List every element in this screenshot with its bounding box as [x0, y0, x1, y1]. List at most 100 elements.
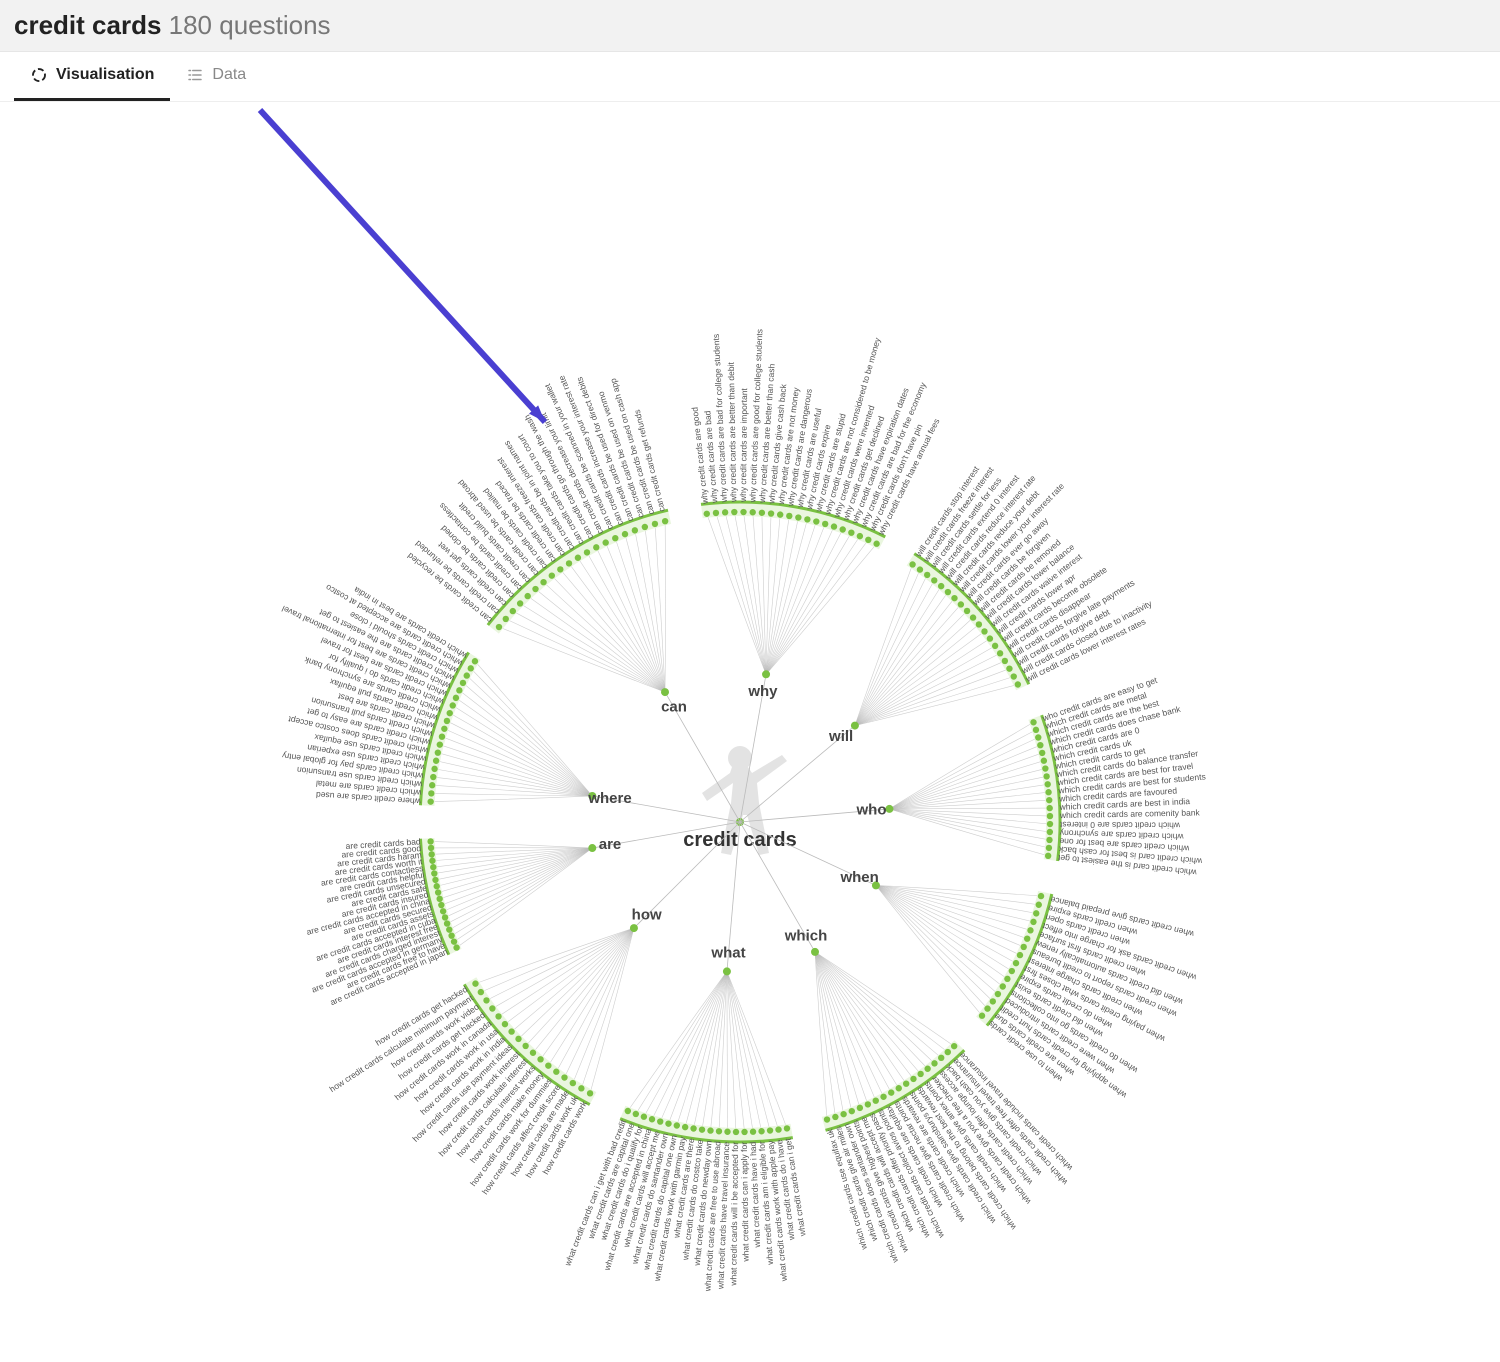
- leaf-node: [478, 989, 484, 995]
- leaf-node: [1042, 765, 1048, 771]
- leaf-node: [699, 1126, 705, 1132]
- leaf-node: [713, 510, 719, 516]
- leaf-node: [430, 864, 436, 870]
- edge: [581, 928, 634, 1088]
- cat-label-can: can: [661, 699, 687, 716]
- edge: [645, 527, 665, 692]
- edge: [725, 512, 766, 674]
- labels-how: how credit cards workhow credit cards wo…: [328, 984, 590, 1197]
- leaf-node: [1045, 853, 1051, 859]
- edge: [889, 809, 1049, 840]
- cat-node-who: [885, 805, 893, 813]
- edge: [438, 753, 592, 796]
- labels-what: what credit cards can i getwhat credit c…: [562, 1118, 808, 1293]
- cat-node-how: [630, 924, 638, 932]
- leaf-node: [775, 1126, 781, 1132]
- leaf-node: [429, 782, 435, 788]
- edge: [520, 603, 665, 692]
- edge: [766, 524, 825, 674]
- leaf-node: [740, 509, 746, 515]
- tab-visualisation[interactable]: Visualisation: [14, 52, 170, 101]
- leaf-node: [964, 608, 970, 614]
- leaf-node: [987, 635, 993, 641]
- leaf-node: [439, 733, 445, 739]
- cat-label-what: what: [710, 944, 745, 961]
- leaf-node: [489, 1005, 495, 1011]
- leaf-node: [495, 1013, 501, 1019]
- leaf-node: [981, 628, 987, 634]
- labels-will: will credit cards stop interestwill cred…: [913, 464, 1154, 685]
- edge: [766, 514, 771, 675]
- edge: [463, 683, 592, 796]
- edge: [889, 737, 1038, 808]
- header-bar: credit cards 180 questions: [0, 0, 1500, 52]
- edge: [889, 809, 1049, 832]
- edge: [815, 952, 921, 1074]
- leaf-node: [515, 1036, 521, 1042]
- edge: [889, 769, 1045, 809]
- edge: [437, 848, 593, 886]
- edge: [815, 952, 935, 1063]
- leaf-node: [430, 774, 436, 780]
- labels-who: who credit cards are easy to getwhich cr…: [1040, 675, 1206, 878]
- edge: [432, 848, 592, 861]
- edge: [440, 745, 592, 796]
- leaf-node: [432, 877, 438, 883]
- leaf-node: [517, 600, 523, 606]
- edge: [815, 952, 844, 1114]
- edge: [668, 971, 726, 1123]
- edge: [707, 514, 766, 674]
- leaf-node: [1041, 758, 1047, 764]
- leaf-node: [557, 566, 563, 572]
- leaf-node: [924, 1066, 930, 1072]
- leaf-node: [553, 1069, 559, 1075]
- edge: [457, 848, 593, 948]
- leaf-node: [832, 1114, 838, 1120]
- leaf-node: [1046, 845, 1052, 851]
- edge: [655, 524, 665, 692]
- cat-node-can: [661, 688, 669, 696]
- leaf-node: [824, 1116, 830, 1122]
- leaf-node: [1013, 960, 1019, 966]
- leaf-node: [570, 1080, 576, 1086]
- edges-are: [431, 841, 593, 947]
- leaf-node: [508, 1028, 514, 1034]
- leaf-node: [622, 531, 628, 537]
- leaf-node: [1036, 902, 1042, 908]
- edge: [876, 885, 1020, 955]
- leaf-node: [440, 908, 446, 914]
- leaf-node: [444, 920, 450, 926]
- data-icon: [186, 66, 204, 84]
- leaf-node: [464, 672, 470, 678]
- leaf-node: [931, 1060, 937, 1066]
- edge: [528, 596, 665, 692]
- leaf-node: [437, 741, 443, 747]
- leaf-node: [831, 523, 837, 529]
- edge: [441, 848, 592, 905]
- leaf-label: which credit cards are comenity bank: [1059, 807, 1201, 820]
- edge: [727, 971, 728, 1131]
- edge: [855, 592, 948, 726]
- edge: [876, 885, 1024, 947]
- leaf-node: [602, 539, 608, 545]
- edge: [855, 598, 955, 725]
- leaf-node: [578, 1085, 584, 1091]
- edge: [512, 928, 634, 1032]
- edge: [431, 796, 593, 802]
- edge: [727, 971, 736, 1132]
- leaf-node: [924, 572, 930, 578]
- edge: [855, 669, 1010, 726]
- leaf-node: [427, 798, 433, 804]
- leaf-node: [665, 1120, 671, 1126]
- leaf-node: [822, 521, 828, 527]
- leaf-node: [451, 938, 457, 944]
- leaf-node: [427, 838, 433, 844]
- topic-text: credit cards: [14, 10, 161, 40]
- leaf-node: [931, 577, 937, 583]
- edge: [596, 547, 665, 692]
- leaf-node: [951, 595, 957, 601]
- cat-label-why: why: [747, 683, 778, 700]
- leaf-node: [909, 561, 915, 567]
- leaf-node: [768, 510, 774, 516]
- tab-data[interactable]: Data: [170, 52, 262, 101]
